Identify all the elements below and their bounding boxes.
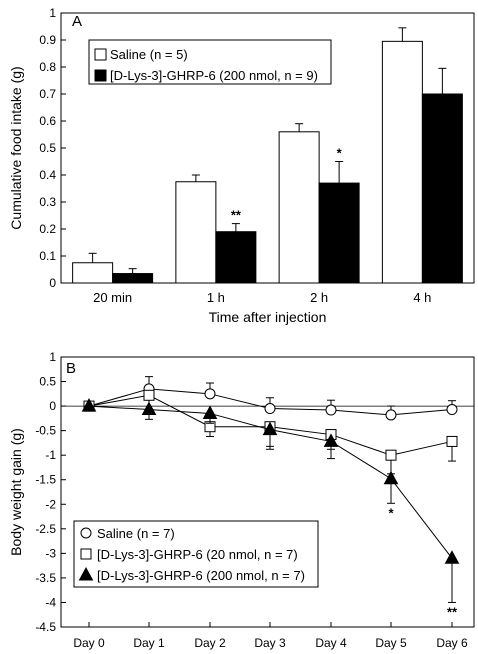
significance-label: * — [388, 505, 394, 520]
significance-label: * — [337, 146, 343, 161]
marker-triangle — [444, 550, 460, 564]
legend-a: Saline (n = 5) [D-Lys-3]-GHRP-6 (200 nmol… — [88, 39, 332, 85]
marker-square — [385, 449, 397, 461]
y-tick-label-b: -0.5 — [35, 424, 56, 438]
bar — [278, 131, 320, 284]
y-tick-label-b: -2 — [45, 497, 56, 511]
x-tick-label-b: Day 6 — [436, 636, 468, 650]
y-tick-label-a: 0.7 — [39, 87, 56, 101]
y-axis-title-a: Cumulative food intake (g) — [8, 66, 24, 229]
marker-circle — [80, 527, 92, 539]
y-tick-label-b: 0.5 — [39, 375, 56, 389]
marker-square — [80, 548, 92, 560]
bar — [318, 182, 360, 284]
marker-circle — [204, 388, 216, 400]
y-tick-label-b: -1 — [45, 448, 56, 462]
y-tick-label-a: 0 — [49, 276, 56, 290]
x-tick-label-a: 2 h — [310, 290, 328, 305]
x-tick-label-b: Day 5 — [375, 636, 407, 650]
y-tick-label-b: -2.5 — [35, 522, 56, 536]
y-tick-label-b: -4.5 — [35, 620, 56, 634]
legend-swatch — [94, 48, 107, 61]
significance-label: ** — [447, 604, 458, 619]
panel-b: B1 0.5 0 -0.5 -1 -1.5 -2 -2.5 -3 -3.5 -4 -4.5 Day 0 D… — [8, 350, 475, 650]
x-tick-label-b: Day 0 — [73, 636, 105, 650]
bar — [175, 181, 217, 284]
marker-triangle — [383, 470, 399, 485]
x-tick-label-b: Day 1 — [133, 636, 165, 650]
y-tick-label-b: -4 — [45, 595, 56, 609]
marker-circle — [446, 404, 458, 416]
marker-square — [446, 435, 458, 447]
series-circle — [83, 376, 458, 421]
marker-triangle — [262, 421, 278, 436]
x-tick-label-a: 20 min — [93, 290, 132, 305]
x-tick-label-a: 4 h — [413, 290, 431, 305]
legend-frame-b — [73, 520, 319, 588]
y-tick-label-b: -3 — [45, 546, 56, 560]
legend-label: [D-Lys-3]-GHRP-6 (200 nmol, n = 7) — [97, 568, 305, 583]
marker-circle — [264, 403, 276, 415]
bar — [421, 93, 463, 284]
y-tick-label-a: 0.9 — [39, 33, 56, 47]
legend-label: [D-Lys-3]-GHRP-6 (200 nmol, n = 9) — [110, 68, 318, 83]
marker-triangle — [78, 566, 94, 581]
bar — [215, 231, 257, 284]
marker-triangle — [323, 433, 339, 447]
y-tick-label-b: -1.5 — [35, 473, 56, 487]
legend-label: Saline (n = 5) — [110, 47, 188, 62]
marker-circle — [325, 404, 337, 416]
bar — [381, 40, 423, 284]
series-triangle: *** — [81, 398, 460, 619]
panel-label-b: B — [66, 360, 76, 377]
marker-triangle — [202, 405, 218, 419]
x-tick-label-b: Day 3 — [254, 636, 286, 650]
x-axis-title-a: Time after injection — [209, 309, 327, 325]
bar — [112, 273, 154, 284]
x-tick-label-b: Day 2 — [194, 636, 226, 650]
y-tick-label-a: 0.2 — [39, 222, 56, 236]
y-tick-label-b: 0 — [49, 399, 56, 413]
y-axis-title-b: Body weight gain (g) — [8, 428, 24, 556]
marker-triangle — [81, 398, 97, 412]
y-tick-label-a: 0.4 — [39, 168, 56, 182]
y-tick-label-a: 1 — [49, 6, 56, 20]
marker-square — [143, 389, 155, 401]
bar — [72, 262, 114, 284]
marker-circle — [385, 409, 397, 421]
plot-frame-b — [60, 356, 475, 628]
legend-frame-a — [88, 39, 332, 85]
y-tick-label-b: 1 — [49, 350, 56, 364]
y-tick-label-a: 0.6 — [39, 114, 56, 128]
x-tick-label-b: Day 4 — [315, 636, 347, 650]
y-tick-label-a: 0.8 — [39, 60, 56, 74]
panel-a: A 0 0.1 0.2 0.3 0.4 0.5 0.6 0.7 0.8 0.9 1 20 min 1 h *… — [8, 6, 475, 325]
legend-label: Saline (n = 7) — [97, 526, 175, 541]
x-tick-label-a: 1 h — [207, 290, 225, 305]
y-tick-label-a: 0.3 — [39, 195, 56, 209]
y-tick-label-a: 0.1 — [39, 249, 56, 263]
legend-b: Saline (n = 7) [D-Lys-3]-GHRP-6 (20 nmol,… — [73, 520, 319, 588]
legend-label: [D-Lys-3]-GHRP-6 (20 nmol, n = 7) — [97, 547, 298, 562]
y-tick-label-b: -3.5 — [35, 571, 56, 585]
significance-label: ** — [231, 208, 242, 223]
y-tick-label-a: 0.5 — [39, 141, 56, 155]
marker-triangle — [141, 401, 157, 416]
legend-swatch — [94, 69, 107, 82]
panel-label-a: A — [72, 13, 82, 30]
